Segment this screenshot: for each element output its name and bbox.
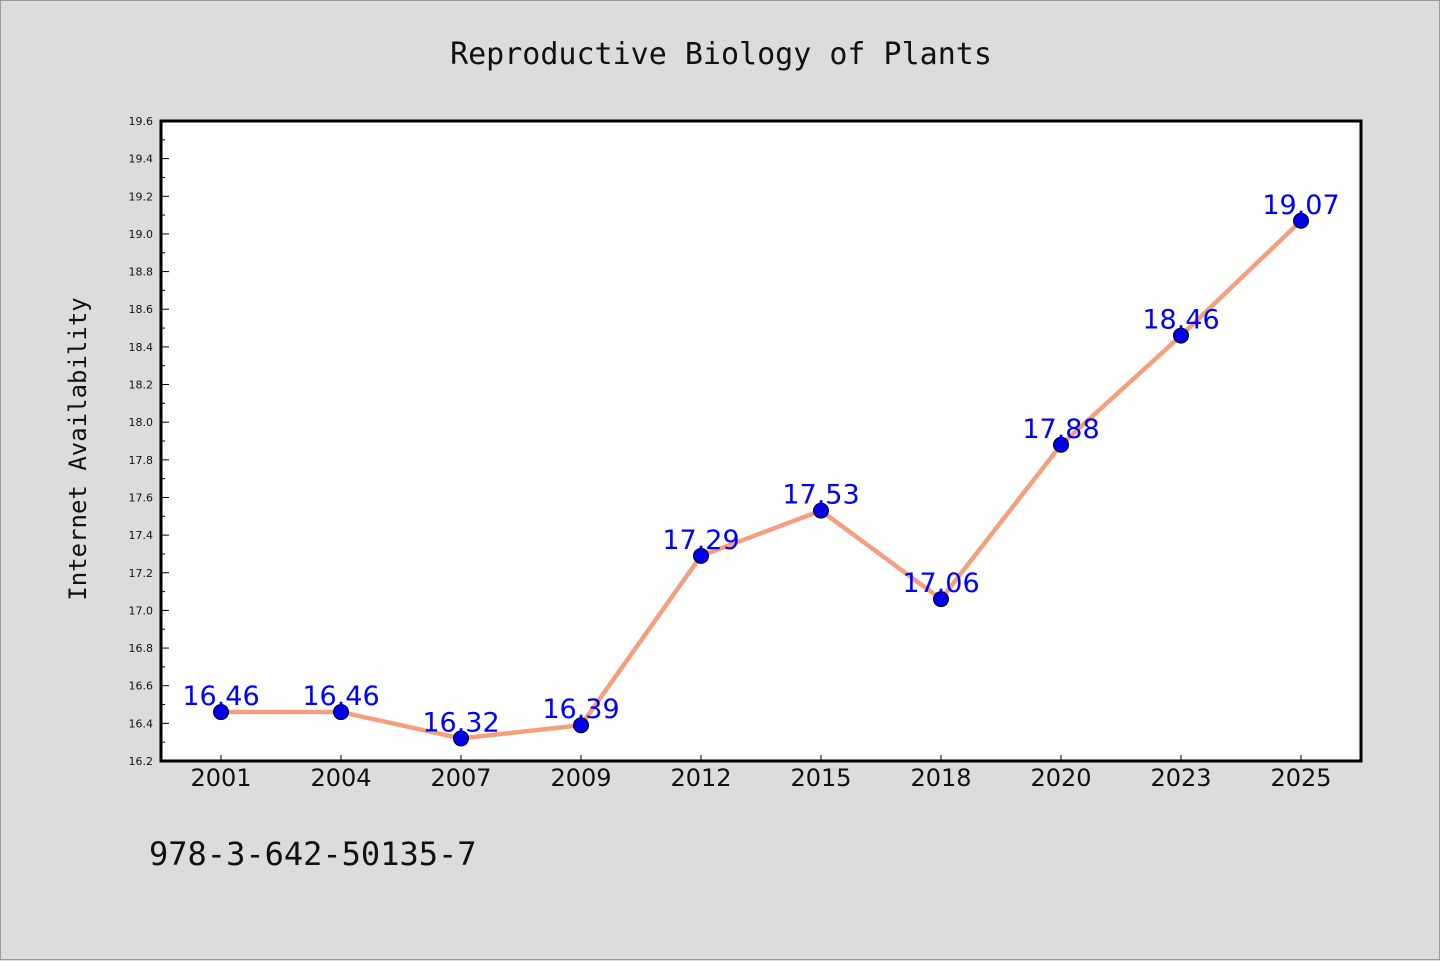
chart-title: Reproductive Biology of Plants bbox=[450, 37, 992, 72]
x-tick-label: 2007 bbox=[430, 764, 491, 792]
data-label: 16.39 bbox=[542, 694, 619, 725]
y-tick-label: 18.6 bbox=[129, 303, 154, 316]
y-tick-label: 16.4 bbox=[129, 717, 154, 730]
data-point bbox=[1293, 212, 1309, 229]
data-point bbox=[573, 717, 589, 734]
plot-area bbox=[161, 121, 1361, 761]
y-axis-label: Internet Availability bbox=[64, 297, 92, 600]
data-label: 18.46 bbox=[1142, 305, 1219, 336]
data-labels: 16.46 16.46 16.32 16.39 17.29 17.53 17.06 17.88… bbox=[182, 190, 1339, 739]
x-tick-label: 2004 bbox=[310, 764, 371, 792]
data-label: 17.53 bbox=[782, 480, 859, 511]
data-point bbox=[453, 730, 469, 747]
x-tick-label: 2015 bbox=[790, 764, 851, 792]
y-tick-label: 18.4 bbox=[129, 341, 154, 354]
data-point bbox=[213, 704, 229, 721]
y-tick-label: 18.2 bbox=[129, 379, 154, 392]
y-tick-label: 18.0 bbox=[129, 416, 154, 429]
data-label: 16.46 bbox=[302, 681, 379, 712]
series-line bbox=[218, 218, 1304, 741]
data-point bbox=[1173, 327, 1189, 344]
series-internet-availability bbox=[213, 212, 1309, 747]
data-point bbox=[933, 591, 949, 608]
x-tick-label: 2023 bbox=[1150, 764, 1211, 792]
y-tick-label: 19.2 bbox=[129, 190, 154, 203]
data-label: 17.29 bbox=[662, 525, 739, 556]
data-label: 16.46 bbox=[182, 681, 259, 712]
x-tick-label: 2018 bbox=[910, 764, 971, 792]
data-point bbox=[1053, 436, 1069, 453]
data-point bbox=[333, 704, 349, 721]
x-tick-label: 2025 bbox=[1270, 764, 1331, 792]
y-tick-label: 18.8 bbox=[129, 266, 154, 279]
isbn-text: 978-3-642-50135-7 bbox=[149, 835, 477, 873]
data-label: 17.06 bbox=[902, 568, 979, 599]
x-tick-label: 2009 bbox=[550, 764, 611, 792]
x-axis: 2001 2004 2007 2009 2012 2015 2018 2020 2023 2025 bbox=[190, 755, 1332, 792]
y-tick-label: 17.6 bbox=[129, 491, 154, 504]
data-label: 16.32 bbox=[422, 707, 499, 738]
data-label: 19.07 bbox=[1262, 190, 1339, 221]
data-label: 17.88 bbox=[1022, 414, 1099, 445]
y-tick-label: 17.4 bbox=[129, 529, 154, 542]
y-tick-label: 19.6 bbox=[129, 115, 154, 128]
y-tick-label: 17.2 bbox=[129, 567, 154, 580]
y-axis: 16.2 16.4 16.6 16.8 17.0 17.2 17.4 17.6 17.8 18.0… bbox=[129, 115, 169, 768]
data-point bbox=[813, 502, 829, 519]
y-tick-label: 19.0 bbox=[129, 228, 154, 241]
y-tick-label: 16.6 bbox=[129, 680, 154, 693]
y-tick-label: 16.2 bbox=[129, 755, 154, 768]
y-tick-label: 17.8 bbox=[129, 454, 154, 467]
y-tick-label: 19.4 bbox=[129, 153, 154, 166]
x-tick-label: 2001 bbox=[190, 764, 251, 792]
plot-frame bbox=[159, 119, 1363, 763]
y-tick-label: 17.0 bbox=[129, 604, 154, 617]
data-point bbox=[693, 547, 709, 564]
y-tick-label: 16.8 bbox=[129, 642, 154, 655]
x-tick-label: 2012 bbox=[670, 764, 731, 792]
x-tick-label: 2020 bbox=[1030, 764, 1091, 792]
